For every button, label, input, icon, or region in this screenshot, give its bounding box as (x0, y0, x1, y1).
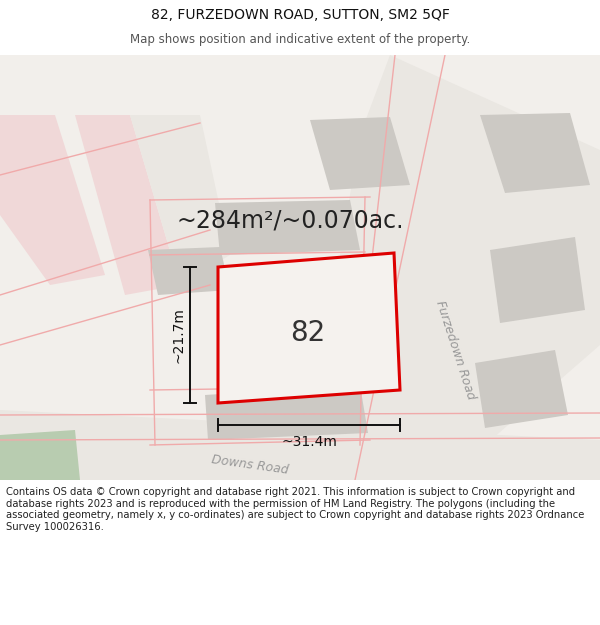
Polygon shape (0, 430, 80, 480)
Polygon shape (130, 115, 230, 285)
Polygon shape (310, 117, 410, 190)
Text: ~21.7m: ~21.7m (171, 307, 185, 363)
Polygon shape (480, 113, 590, 193)
Polygon shape (75, 115, 180, 295)
Text: Map shows position and indicative extent of the property.: Map shows position and indicative extent… (130, 33, 470, 46)
Text: Contains OS data © Crown copyright and database right 2021. This information is : Contains OS data © Crown copyright and d… (6, 488, 584, 532)
Text: 82, FURZEDOWN ROAD, SUTTON, SM2 5QF: 82, FURZEDOWN ROAD, SUTTON, SM2 5QF (151, 8, 449, 22)
Polygon shape (490, 237, 585, 323)
Polygon shape (0, 115, 105, 285)
Text: Furzedown Road: Furzedown Road (433, 299, 477, 401)
Text: 82: 82 (290, 319, 326, 347)
Polygon shape (340, 55, 600, 480)
Polygon shape (215, 200, 360, 255)
Polygon shape (0, 410, 600, 480)
Text: Downs Road: Downs Road (211, 453, 289, 477)
Polygon shape (205, 385, 368, 440)
Polygon shape (475, 350, 568, 428)
Text: ~284m²/~0.070ac.: ~284m²/~0.070ac. (176, 208, 404, 232)
Polygon shape (218, 253, 400, 403)
Text: ~31.4m: ~31.4m (281, 435, 337, 449)
Polygon shape (148, 247, 230, 295)
